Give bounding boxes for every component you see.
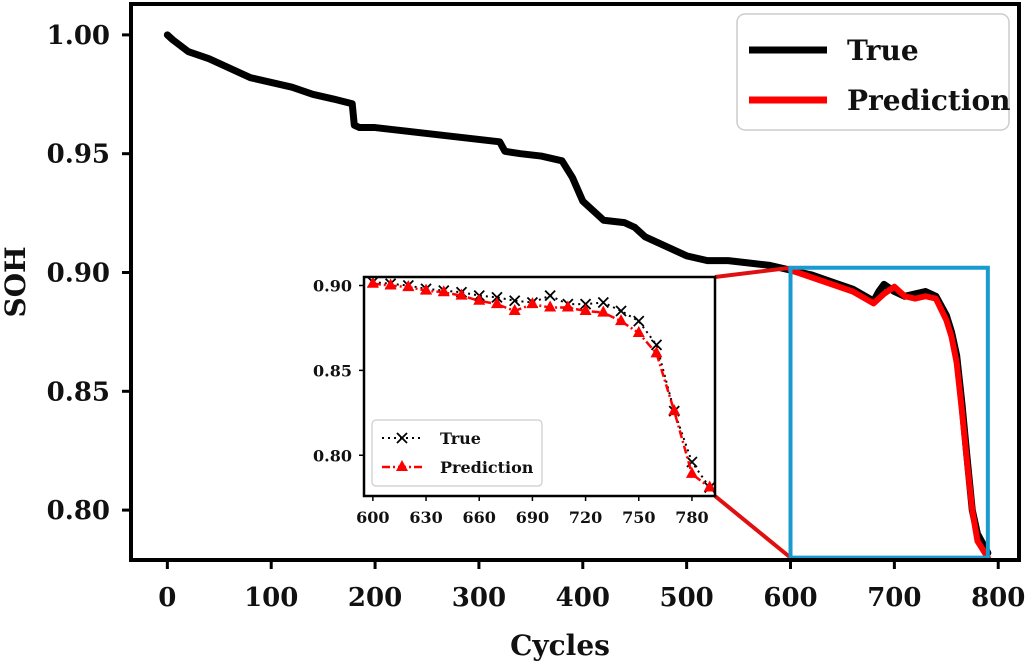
legend-label-true: True	[847, 34, 919, 67]
inset-prediction-marker	[420, 283, 433, 295]
inset-x-tick-label: 750	[622, 508, 655, 527]
inset-legend-prediction-label: Prediction	[440, 458, 534, 477]
y-tick-label: 0.80	[47, 496, 110, 526]
inset-prediction-marker	[490, 297, 503, 309]
inset-prediction-marker	[366, 276, 379, 288]
inset-x-tick-label: 720	[569, 508, 602, 527]
inset-legend-true-label: True	[440, 429, 481, 448]
inset-x-tick-label: 600	[356, 508, 389, 527]
x-tick-label: 800	[971, 583, 1025, 613]
inset-prediction-marker	[615, 314, 628, 326]
main-legend: True Prediction	[736, 13, 1011, 131]
zoom-indicator-group	[713, 265, 990, 560]
inset-prediction-marker	[597, 305, 610, 317]
inset-legend-box	[371, 419, 543, 487]
inset-x-tick-label: 630	[409, 508, 442, 527]
inset-prediction-marker	[473, 293, 486, 305]
x-tick-label: 0	[158, 583, 176, 613]
zoom-connector-bottom	[713, 494, 792, 560]
inset-prediction-marker	[437, 285, 450, 297]
zoom-connector-top	[714, 265, 791, 279]
inset-true-marker	[615, 305, 627, 317]
inset-legend-prediction-marker	[396, 460, 408, 471]
main-series-group	[163, 31, 992, 561]
inset-y-tick-label: 0.85	[313, 361, 352, 380]
x-tick-label: 400	[556, 583, 610, 613]
inset-prediction-marker	[703, 480, 716, 492]
inset-prediction-marker	[544, 300, 557, 312]
inset-prediction-marker	[455, 288, 468, 300]
inset-prediction-marker	[632, 326, 645, 338]
x-tick-label: 700	[867, 583, 921, 613]
y-tick-label: 0.95	[47, 140, 110, 170]
x-tick-label: 200	[348, 583, 402, 613]
series-line-true	[163, 31, 992, 557]
zoom-region-box	[788, 265, 990, 560]
inset-prediction-marker	[561, 300, 574, 312]
inset-prediction-marker	[402, 280, 415, 292]
inset-x-tick-label: 780	[675, 508, 708, 527]
legend-label-prediction: Prediction	[847, 84, 1011, 117]
series-line-prediction	[787, 267, 991, 561]
inset-chart: 600 630 660 690 720 750 780 0.80 0.85 0.90 True Pre…	[313, 275, 717, 527]
x-tick-label: 100	[244, 583, 298, 613]
inset-prediction-marker	[685, 466, 698, 478]
inset-prediction-marker	[579, 303, 592, 315]
inset-legend-true-marker	[396, 432, 408, 444]
inset-y-tick-label: 0.90	[313, 276, 352, 295]
inset-x-tick-label: 690	[516, 508, 549, 527]
inset-prediction-marker	[526, 297, 539, 309]
inset-true-marker	[597, 296, 609, 309]
inset-true-marker	[544, 290, 556, 302]
x-tick-label: 300	[452, 583, 506, 613]
y-tick-label: 0.85	[47, 377, 110, 407]
inset-true-marker	[509, 295, 521, 307]
inset-prediction-marker	[668, 404, 681, 416]
x-tick-label: 500	[660, 583, 714, 613]
inset-prediction-marker	[508, 303, 521, 315]
inset-line-prediction	[372, 282, 711, 489]
inset-prediction-marker	[650, 346, 663, 358]
y-axis-title: SOH	[0, 246, 32, 317]
main-plot-frame	[129, 2, 1021, 562]
inset-y-tick-label: 0.80	[313, 446, 352, 465]
main-axes: 0 100 200 300 400 500 600 700 800 0.80 0.85 0.90 0.9…	[0, 2, 1025, 662]
inset-true-marker	[650, 339, 663, 351]
inset-prediction-marker	[384, 278, 397, 290]
inset-true-marker	[633, 315, 645, 327]
y-tick-label: 1.00	[47, 21, 110, 51]
inset-frame	[362, 275, 717, 498]
x-axis-title: Cycles	[510, 629, 610, 662]
x-tick-label: 600	[763, 583, 817, 613]
inset-x-tick-label: 660	[463, 508, 496, 527]
y-tick-label: 0.90	[47, 258, 110, 288]
